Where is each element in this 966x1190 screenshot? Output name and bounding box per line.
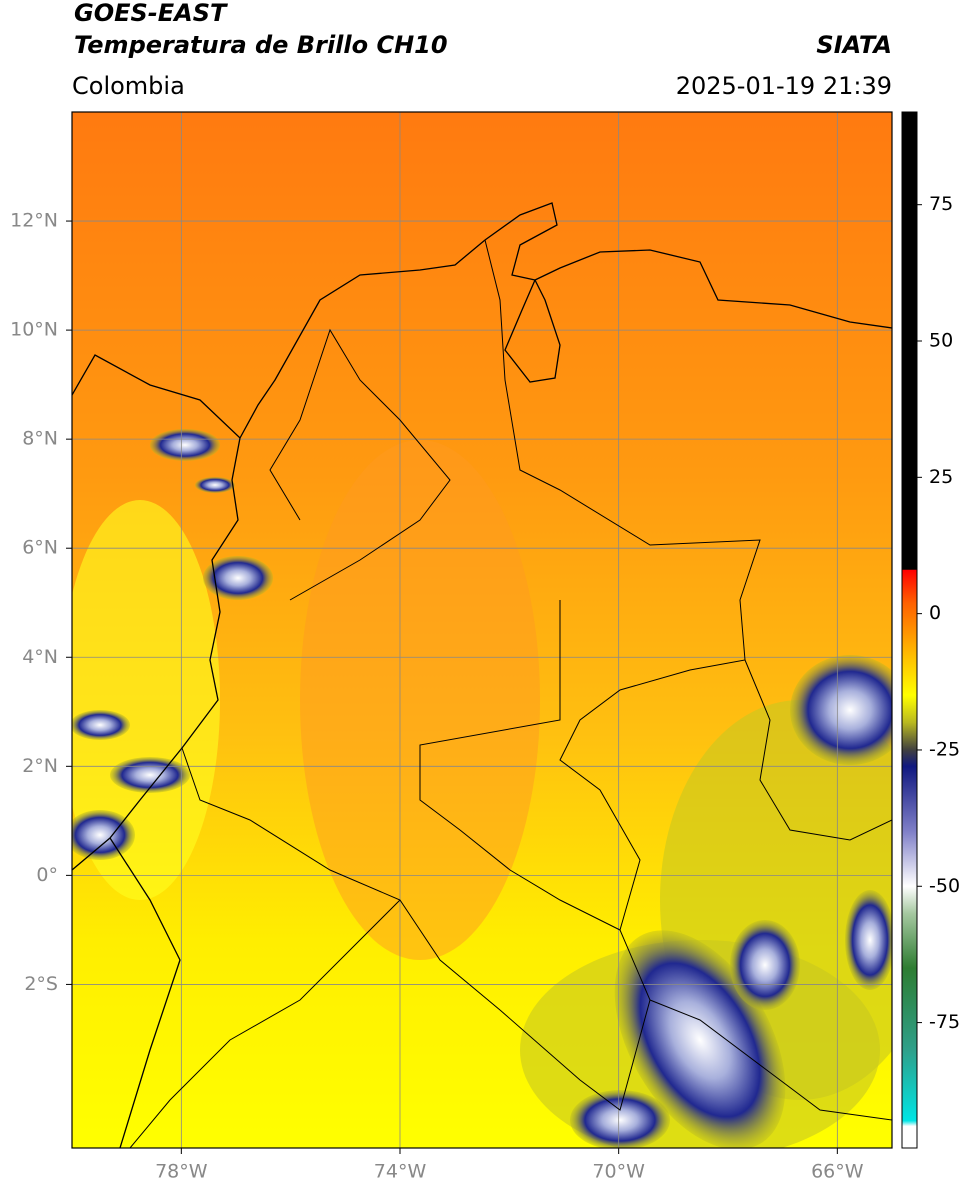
border <box>744 659 892 841</box>
coastline <box>109 837 181 1148</box>
y-tick-label: 2°S <box>24 973 58 995</box>
colorbar-tick-label: -50 <box>929 875 960 897</box>
cloud-top <box>790 655 892 765</box>
colorbar-fill <box>901 111 918 1149</box>
y-tick-label: 10°N <box>10 319 58 341</box>
y-tick-label: 2°N <box>22 755 58 777</box>
subtitle: Temperatura de Brillo CH10 <box>74 31 448 59</box>
region: Colombia <box>72 72 185 100</box>
x-tick-label: 74°W <box>374 1161 427 1183</box>
coastline <box>72 202 558 440</box>
y-tick-label: 6°N <box>22 537 58 559</box>
graticule <box>72 112 892 1148</box>
cloud-top <box>203 556 273 600</box>
source: SIATA <box>816 31 892 59</box>
colorbar: 75 50 25 0 -25 -50 -75 <box>901 111 960 1149</box>
colorbar-tick-label: 25 <box>929 466 953 488</box>
coastline <box>504 279 561 383</box>
cloud-top <box>730 920 800 1010</box>
x-tick-label: 66°W <box>811 1161 864 1183</box>
x-tick-label: 78°W <box>155 1161 208 1183</box>
cool-region <box>72 500 220 900</box>
colorbar-tick-label: 75 <box>929 193 953 215</box>
title: GOES-EAST <box>74 0 228 27</box>
colorbar-tick-label: -25 <box>929 738 960 760</box>
colorbar-tick-label: -75 <box>929 1011 960 1033</box>
colorbar-tick-label: 0 <box>929 602 941 624</box>
map-frame <box>71 111 893 1149</box>
border <box>129 899 401 1148</box>
cloud-top <box>845 890 892 990</box>
y-tick-label: 8°N <box>22 428 58 450</box>
border <box>649 999 892 1121</box>
colorbar-tick-label: 50 <box>929 330 953 352</box>
cloud-top <box>195 477 235 493</box>
coastline <box>534 249 892 329</box>
coastline <box>72 437 241 871</box>
border <box>419 600 621 931</box>
border <box>269 328 451 601</box>
cloud-top <box>570 1090 670 1148</box>
cloud-top <box>72 710 130 740</box>
y-tick-label: 0° <box>36 864 58 886</box>
y-tick-label: 4°N <box>22 646 58 668</box>
y-tick-label: 12°N <box>10 210 58 232</box>
warm-region <box>300 440 540 960</box>
cloud-top <box>72 810 135 860</box>
border <box>181 239 761 1111</box>
datetime: 2025-01-19 21:39 <box>676 72 892 100</box>
cloud-top <box>150 429 220 461</box>
x-tick-label: 70°W <box>592 1161 645 1183</box>
map-area <box>72 112 892 1148</box>
